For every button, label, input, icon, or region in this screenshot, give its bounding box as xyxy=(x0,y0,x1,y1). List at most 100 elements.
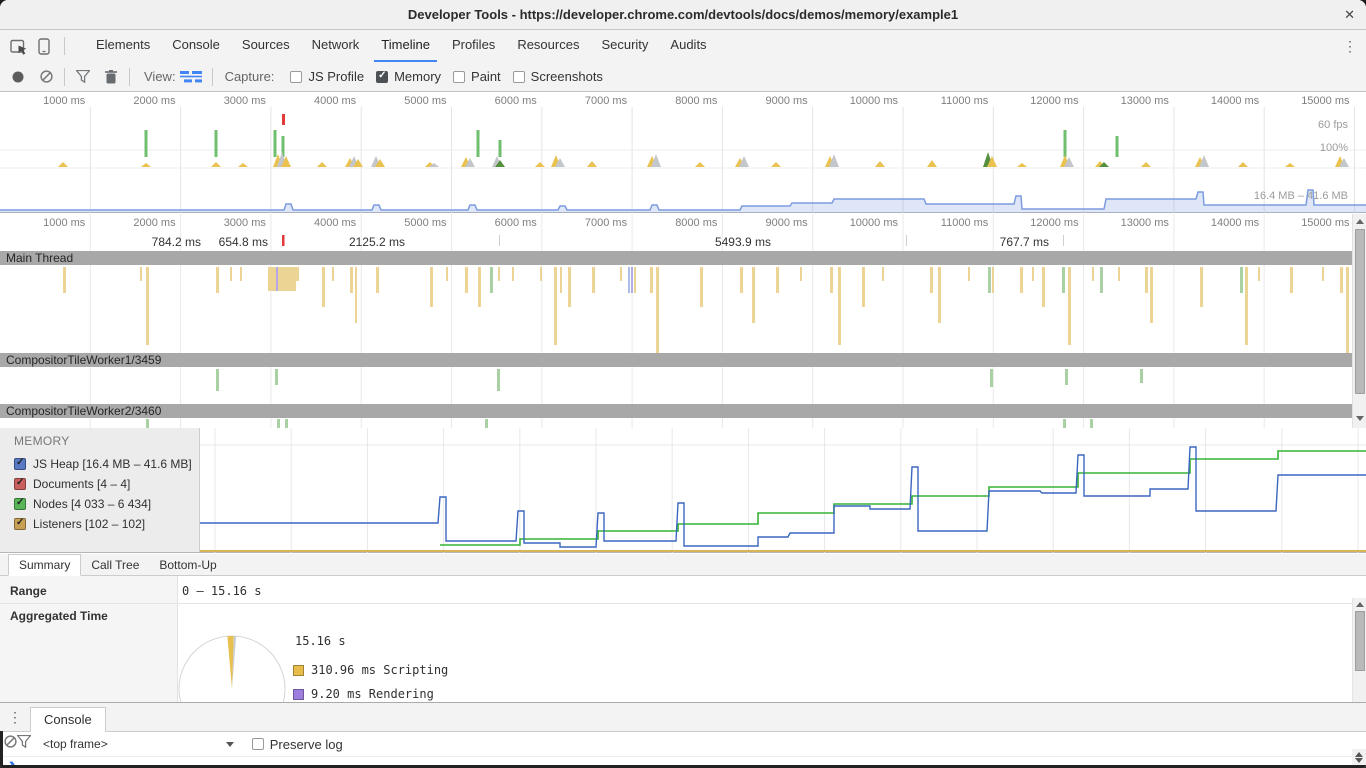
tab-resources[interactable]: Resources xyxy=(517,37,580,52)
checkbox[interactable] xyxy=(14,517,26,530)
checkbox[interactable] xyxy=(14,497,26,510)
checkbox[interactable] xyxy=(14,477,26,490)
divider xyxy=(64,67,65,86)
legend-label: 9.20 ms Rendering xyxy=(311,687,434,701)
details-tab-summary[interactable]: Summary xyxy=(8,554,82,576)
more-options-icon[interactable]: ⋮ xyxy=(1343,38,1357,54)
frame-duration-label: 767.7 ms xyxy=(999,235,1049,249)
tab-timeline[interactable]: Timeline xyxy=(370,30,441,62)
scroll-down-icon[interactable] xyxy=(1355,757,1363,763)
checkbox[interactable] xyxy=(453,70,466,83)
ruler-tick-label: 13000 ms xyxy=(1120,95,1169,107)
filter-icon[interactable] xyxy=(69,64,97,90)
drawer-menu-icon[interactable]: ⋮ xyxy=(8,708,22,725)
capture-options: JS Profile Memory Paint Screenshots xyxy=(278,69,603,84)
flame-view-selector-icon[interactable] xyxy=(179,70,202,83)
timeline-overview[interactable]: 1000 ms 2000 ms 3000 ms 4000 ms 5000 ms 6000 … xyxy=(0,92,1366,213)
legend-label: 310.96 ms Scripting xyxy=(311,663,449,677)
tab-network[interactable]: Network xyxy=(311,37,360,52)
drawer-tab-console[interactable]: Console xyxy=(30,707,106,732)
memory-counter-listeners[interactable]: Listeners [102 – 102] xyxy=(14,514,199,534)
console-drawer: ⋮ Console <top frame> Preserve log ❯ xyxy=(0,702,1366,768)
flame-chart xyxy=(63,214,1359,428)
overview-chart xyxy=(0,107,1366,213)
capture-memory-checkbox[interactable]: Memory xyxy=(376,69,441,84)
scroll-up-icon[interactable] xyxy=(1356,602,1364,607)
clear-console-icon[interactable] xyxy=(4,735,17,753)
ruler-tick-label: 6000 ms xyxy=(494,217,537,229)
memory-counter-documents[interactable]: Documents [4 – 4] xyxy=(14,474,199,494)
window-edge xyxy=(0,765,1366,768)
ruler-tick-label: 9000 ms xyxy=(765,217,808,229)
tab-profiles[interactable]: Profiles xyxy=(451,37,496,52)
checkbox[interactable] xyxy=(376,70,389,83)
console-toolbar: <top frame> Preserve log xyxy=(0,732,1366,757)
checkbox[interactable] xyxy=(512,70,525,83)
panel-tab-bar: Elements Console Sources Network Timeline Pro… xyxy=(0,30,1366,62)
ruler-tick-label: 15000 ms xyxy=(1301,95,1350,107)
scrollbar-thumb[interactable] xyxy=(1355,611,1365,671)
console-filter-icon[interactable] xyxy=(16,734,32,753)
flame-scrollbar[interactable] xyxy=(1352,214,1366,428)
ruler-tick-label: 9000 ms xyxy=(765,95,808,107)
ruler-tick-label: 13000 ms xyxy=(1120,217,1169,229)
counter-label: JS Heap [16.4 MB – 41.6 MB] xyxy=(33,457,192,471)
details-pane: Summary Call Tree Bottom-Up Range 0 – 15.1… xyxy=(0,554,1366,725)
tab-elements[interactable]: Elements xyxy=(96,37,151,52)
ruler-tick-label: 1000 ms xyxy=(43,217,86,229)
execution-context-selector[interactable]: <top frame> xyxy=(43,737,108,751)
memory-legend: MEMORY JS Heap [16.4 MB – 41.6 MB] Docume… xyxy=(0,428,200,552)
counter-label: Listeners [102 – 102] xyxy=(33,517,146,531)
tab-sources[interactable]: Sources xyxy=(241,37,290,52)
memory-counter-nodes[interactable]: Nodes [4 033 – 6 434] xyxy=(14,494,199,514)
checkbox[interactable] xyxy=(251,738,264,750)
capture-paint-checkbox[interactable]: Paint xyxy=(453,69,501,84)
tab-audits[interactable]: Audits xyxy=(670,37,707,52)
thread-header-compositortileworker1-3459[interactable]: CompositorTileWorker1/3459 xyxy=(0,353,1366,367)
ruler-tick-label: 8000 ms xyxy=(675,217,718,229)
scroll-down-icon[interactable] xyxy=(1356,416,1364,421)
console-prompt-icon[interactable]: ❯ xyxy=(8,760,19,768)
inspect-element-icon[interactable] xyxy=(10,38,28,55)
memory-counters-chart[interactable] xyxy=(200,428,1366,553)
scrollbar-thumb[interactable] xyxy=(1355,229,1365,394)
view-label: View: xyxy=(144,69,176,84)
counter-label: Nodes [4 033 – 6 434] xyxy=(33,497,152,511)
chevron-down-icon[interactable] xyxy=(225,741,234,747)
trash-icon[interactable] xyxy=(97,64,125,90)
ruler-tick-label: 12000 ms xyxy=(1030,95,1079,107)
thread-header-compositortileworker2-3460[interactable]: CompositorTileWorker2/3460 xyxy=(0,404,1366,418)
checkbox[interactable] xyxy=(290,70,303,83)
close-icon[interactable]: ✕ xyxy=(1344,7,1355,22)
record-button[interactable] xyxy=(4,64,32,90)
summary-scrollbar[interactable] xyxy=(1352,598,1366,718)
ruler-tick-label: 7000 ms xyxy=(584,95,628,107)
clear-button[interactable] xyxy=(32,64,60,90)
ruler-tick-label: 11000 ms xyxy=(940,95,989,107)
checkbox-label: JS Profile xyxy=(308,69,365,84)
scroll-up-icon[interactable] xyxy=(1356,219,1364,224)
legend-swatch xyxy=(293,688,304,700)
memory-counter-js[interactable]: JS Heap [16.4 MB – 41.6 MB] xyxy=(14,454,199,474)
ruler-tick-label: 3000 ms xyxy=(223,95,266,107)
ruler-tick-label: 8000 ms xyxy=(675,95,718,107)
summary-label-column xyxy=(0,576,178,702)
checkbox-label: Paint xyxy=(471,69,501,84)
capture-screenshots-checkbox[interactable]: Screenshots xyxy=(512,69,603,84)
thread-header-main-thread[interactable]: Main Thread xyxy=(0,251,1366,265)
checkbox[interactable] xyxy=(14,457,26,470)
details-tab-bottom-up[interactable]: Bottom-Up xyxy=(159,558,217,572)
tab-security[interactable]: Security xyxy=(601,37,649,52)
capture-js-profile-checkbox[interactable]: JS Profile xyxy=(290,69,364,84)
device-toolbar-icon[interactable] xyxy=(38,37,50,55)
preserve-log-checkbox[interactable]: Preserve log xyxy=(251,737,343,752)
details-tab-call-tree[interactable]: Call Tree xyxy=(91,558,140,572)
console-scrollbar[interactable] xyxy=(1352,749,1366,765)
flame-chart-pane[interactable]: 1000 ms 2000 ms 3000 ms 4000 ms 5000 ms 6000 … xyxy=(0,214,1366,428)
tab-console[interactable]: Console xyxy=(172,37,220,52)
window-title: Developer Tools - https://developer.chro… xyxy=(407,7,959,22)
frame-duration-label: 2125.2 ms xyxy=(348,235,405,249)
ruler-tick-label: 15000 ms xyxy=(1301,217,1350,229)
ruler-tick-label: 5000 ms xyxy=(404,95,447,107)
scroll-up-icon[interactable] xyxy=(1355,751,1363,757)
